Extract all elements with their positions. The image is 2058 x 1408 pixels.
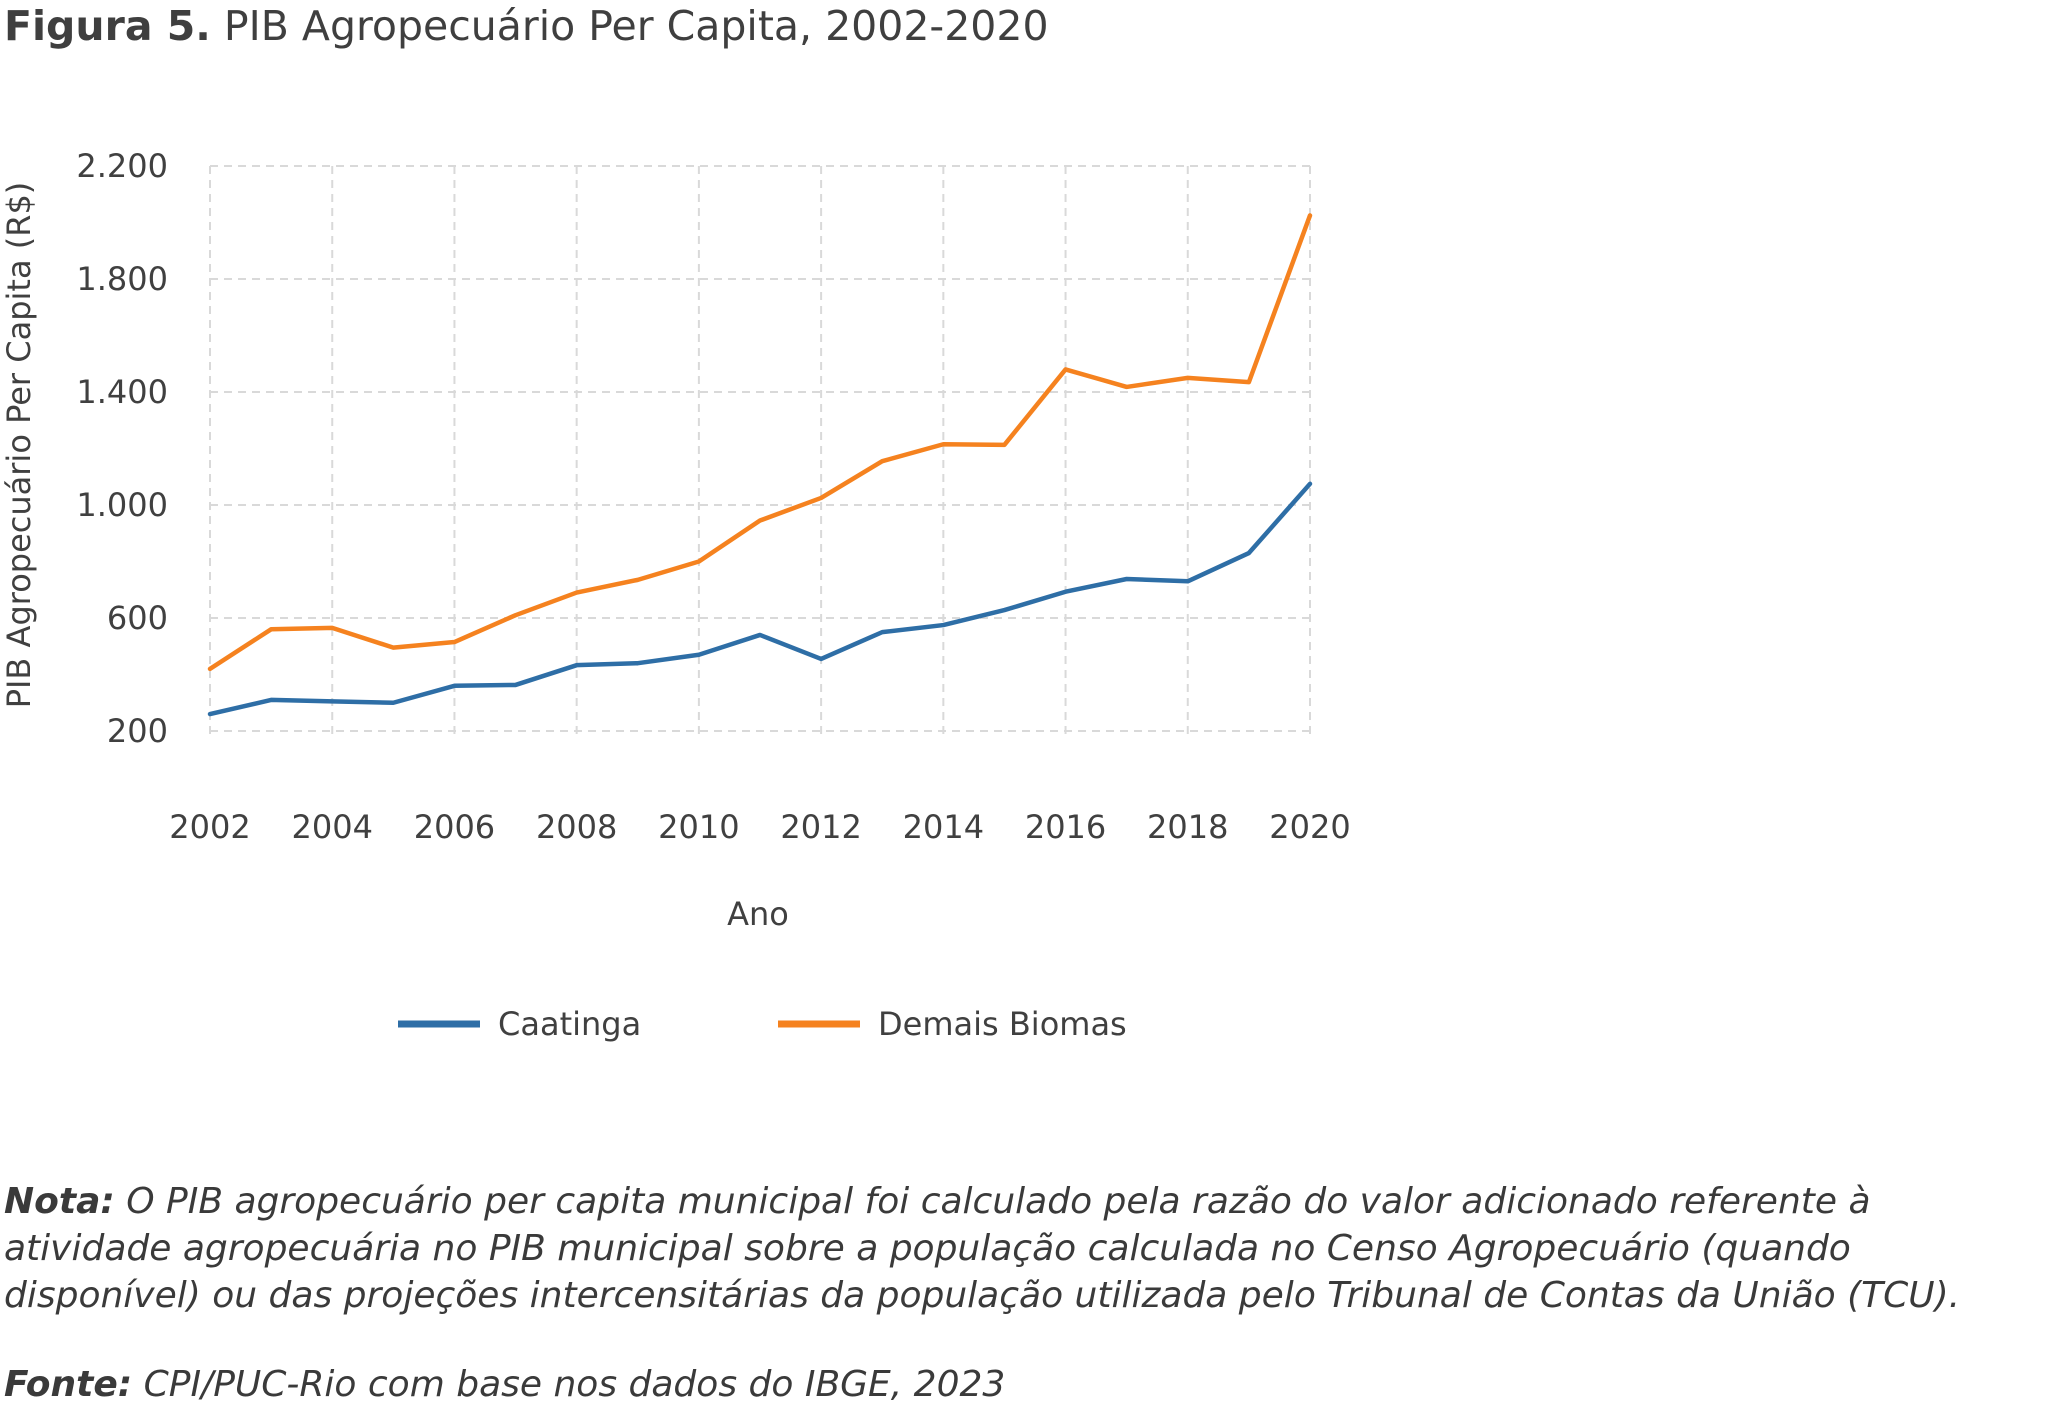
x-tick-label: 2008: [536, 808, 617, 846]
x-tick-label: 2016: [1025, 808, 1106, 846]
legend-label: Demais Biomas: [878, 1005, 1127, 1043]
note-label: Nota:: [4, 1181, 115, 1222]
legend-label: Caatinga: [498, 1005, 641, 1043]
x-axis-ticks: 2002 2004 2006 2008 2010 2012 2014 2016 2018 2020: [169, 808, 1350, 846]
x-tick-label: 2012: [780, 808, 861, 846]
figure-source: Fonte: CPI/PUC-Rio com base nos dados do…: [4, 1361, 2034, 1408]
figure-title-text: PIB Agropecuário Per Capita, 2002-2020: [223, 2, 1049, 50]
series-line-demais-biomas: [207, 213, 1313, 672]
x-tick-label: 2014: [903, 808, 984, 846]
x-axis-label: Ano: [727, 895, 789, 933]
x-tick-label: 2004: [292, 808, 373, 846]
x-tick-label: 2018: [1147, 808, 1228, 846]
y-tick-label: 2.200: [76, 147, 168, 185]
source-text: CPI/PUC-Rio com base nos dados do IBGE, …: [132, 1364, 1006, 1405]
x-tick-label: 2002: [169, 808, 250, 846]
y-tick-label: 200: [107, 712, 168, 750]
note-text: O PIB agropecuário per capita municipal …: [4, 1181, 1961, 1316]
y-tick-label: 1.800: [76, 260, 168, 298]
y-axis-ticks: 200 600 1.000 1.400 1.800 2.200: [76, 147, 168, 750]
x-tick-label: 2006: [414, 808, 495, 846]
figure-note: Nota: O PIB agropecuário per capita muni…: [4, 1178, 2034, 1319]
x-tick-label: 2020: [1269, 808, 1350, 846]
figure-label: Figura 5.: [4, 2, 211, 50]
x-tick-label: 2010: [658, 808, 739, 846]
y-axis-label: PIB Agropecuário Per Capita (R$): [0, 182, 38, 709]
chart-legend: Caatinga Demais Biomas: [398, 1005, 1127, 1043]
y-tick-label: 1.400: [76, 373, 168, 411]
y-tick-label: 600: [107, 599, 168, 637]
chart-grid: [209, 165, 1311, 737]
y-tick-label: 1.000: [76, 486, 168, 524]
source-label: Fonte:: [4, 1364, 133, 1405]
figure-title: Figura 5. PIB Agropecuário Per Capita, 2…: [4, 2, 1049, 50]
chart-series: [207, 213, 1313, 717]
series-line-caatinga: [207, 481, 1313, 717]
